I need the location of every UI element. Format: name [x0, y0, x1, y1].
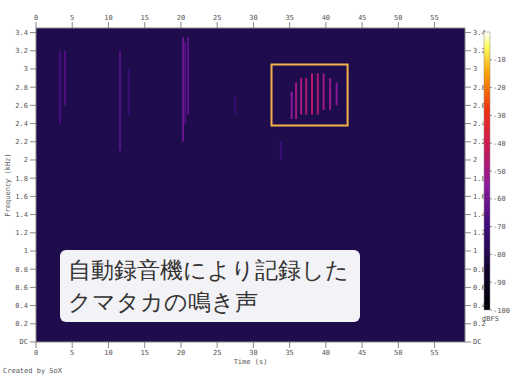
- svg-text:-40: -40: [493, 140, 506, 148]
- svg-text:5: 5: [70, 349, 74, 357]
- svg-text:15: 15: [140, 349, 148, 357]
- svg-text:1.8: 1.8: [15, 175, 28, 183]
- svg-text:1.8: 1.8: [473, 175, 486, 183]
- svg-text:3.4: 3.4: [15, 29, 28, 37]
- svg-text:50: 50: [394, 14, 402, 22]
- svg-text:1.6: 1.6: [15, 193, 28, 201]
- svg-text:0.6: 0.6: [473, 284, 486, 292]
- svg-text:3: 3: [473, 65, 477, 73]
- svg-text:0.6: 0.6: [15, 284, 28, 292]
- svg-text:40: 40: [322, 349, 330, 357]
- svg-text:25: 25: [213, 14, 221, 22]
- svg-text:1: 1: [473, 247, 477, 255]
- svg-text:-50: -50: [493, 168, 506, 176]
- svg-text:30: 30: [249, 14, 257, 22]
- svg-text:dBFS: dBFS: [482, 315, 499, 323]
- svg-text:20: 20: [177, 14, 185, 22]
- svg-text:45: 45: [358, 14, 366, 22]
- svg-text:1.2: 1.2: [473, 229, 486, 237]
- svg-text:0: 0: [34, 349, 38, 357]
- svg-text:0.4: 0.4: [15, 302, 28, 310]
- svg-text:-100: -100: [493, 307, 510, 315]
- svg-text:3.2: 3.2: [15, 47, 28, 55]
- svg-text:3.4: 3.4: [473, 29, 486, 37]
- svg-text:Frequency (kHz): Frequency (kHz): [4, 153, 12, 216]
- svg-text:50: 50: [394, 349, 402, 357]
- svg-text:15: 15: [140, 14, 148, 22]
- svg-text:2.8: 2.8: [15, 84, 28, 92]
- svg-text:5: 5: [70, 14, 74, 22]
- svg-text:0.8: 0.8: [473, 266, 486, 274]
- svg-text:0.2: 0.2: [15, 320, 28, 328]
- html-text:自動録音機により記録した: 自動録音機により記録した: [68, 257, 349, 283]
- svg-text:2: 2: [473, 156, 477, 164]
- svg-text:20: 20: [177, 349, 185, 357]
- svg-text:35: 35: [285, 14, 293, 22]
- svg-text:45: 45: [358, 349, 366, 357]
- svg-text:1.2: 1.2: [15, 229, 28, 237]
- svg-text:2: 2: [24, 156, 28, 164]
- svg-text:0.2: 0.2: [473, 320, 486, 328]
- svg-text:0.4: 0.4: [473, 302, 486, 310]
- svg-text:2.4: 2.4: [15, 120, 28, 128]
- svg-text:2.2: 2.2: [15, 138, 28, 146]
- svg-text:55: 55: [430, 14, 438, 22]
- svg-text:40: 40: [322, 14, 330, 22]
- svg-text:1.6: 1.6: [473, 193, 486, 201]
- svg-text:1.4: 1.4: [473, 211, 486, 219]
- svg-text:-20: -20: [493, 84, 506, 92]
- svg-text:10: 10: [104, 349, 112, 357]
- svg-text:2.2: 2.2: [473, 138, 486, 146]
- svg-text:30: 30: [249, 349, 257, 357]
- svg-text:10: 10: [104, 14, 112, 22]
- svg-text:2.6: 2.6: [15, 102, 28, 110]
- svg-text:3: 3: [24, 65, 28, 73]
- svg-text:Time (s): Time (s): [234, 358, 268, 366]
- svg-text:-10: -10: [493, 56, 506, 64]
- html-text:クマタカの鳴き声: クマタカの鳴き声: [68, 289, 258, 316]
- svg-text:2.8: 2.8: [473, 84, 486, 92]
- svg-text:1: 1: [24, 247, 28, 255]
- svg-text:2.6: 2.6: [473, 102, 486, 110]
- svg-text:-90: -90: [493, 279, 506, 287]
- svg-text:25: 25: [213, 349, 221, 357]
- svg-text:2.4: 2.4: [473, 120, 486, 128]
- svg-text:1.4: 1.4: [15, 211, 28, 219]
- svg-text:0.8: 0.8: [15, 266, 28, 274]
- svg-text:-60: -60: [493, 195, 506, 203]
- svg-text:-80: -80: [493, 251, 506, 259]
- svg-text:55: 55: [430, 349, 438, 357]
- svg-text:35: 35: [285, 349, 293, 357]
- svg-text:Created by SoX: Created by SoX: [3, 367, 63, 375]
- svg-text:0: 0: [34, 14, 38, 22]
- svg-text:-30: -30: [493, 112, 506, 120]
- svg-text:DC: DC: [20, 338, 28, 346]
- svg-text:DC: DC: [473, 338, 481, 346]
- svg-text:3.2: 3.2: [473, 47, 486, 55]
- svg-text:-70: -70: [493, 223, 506, 231]
